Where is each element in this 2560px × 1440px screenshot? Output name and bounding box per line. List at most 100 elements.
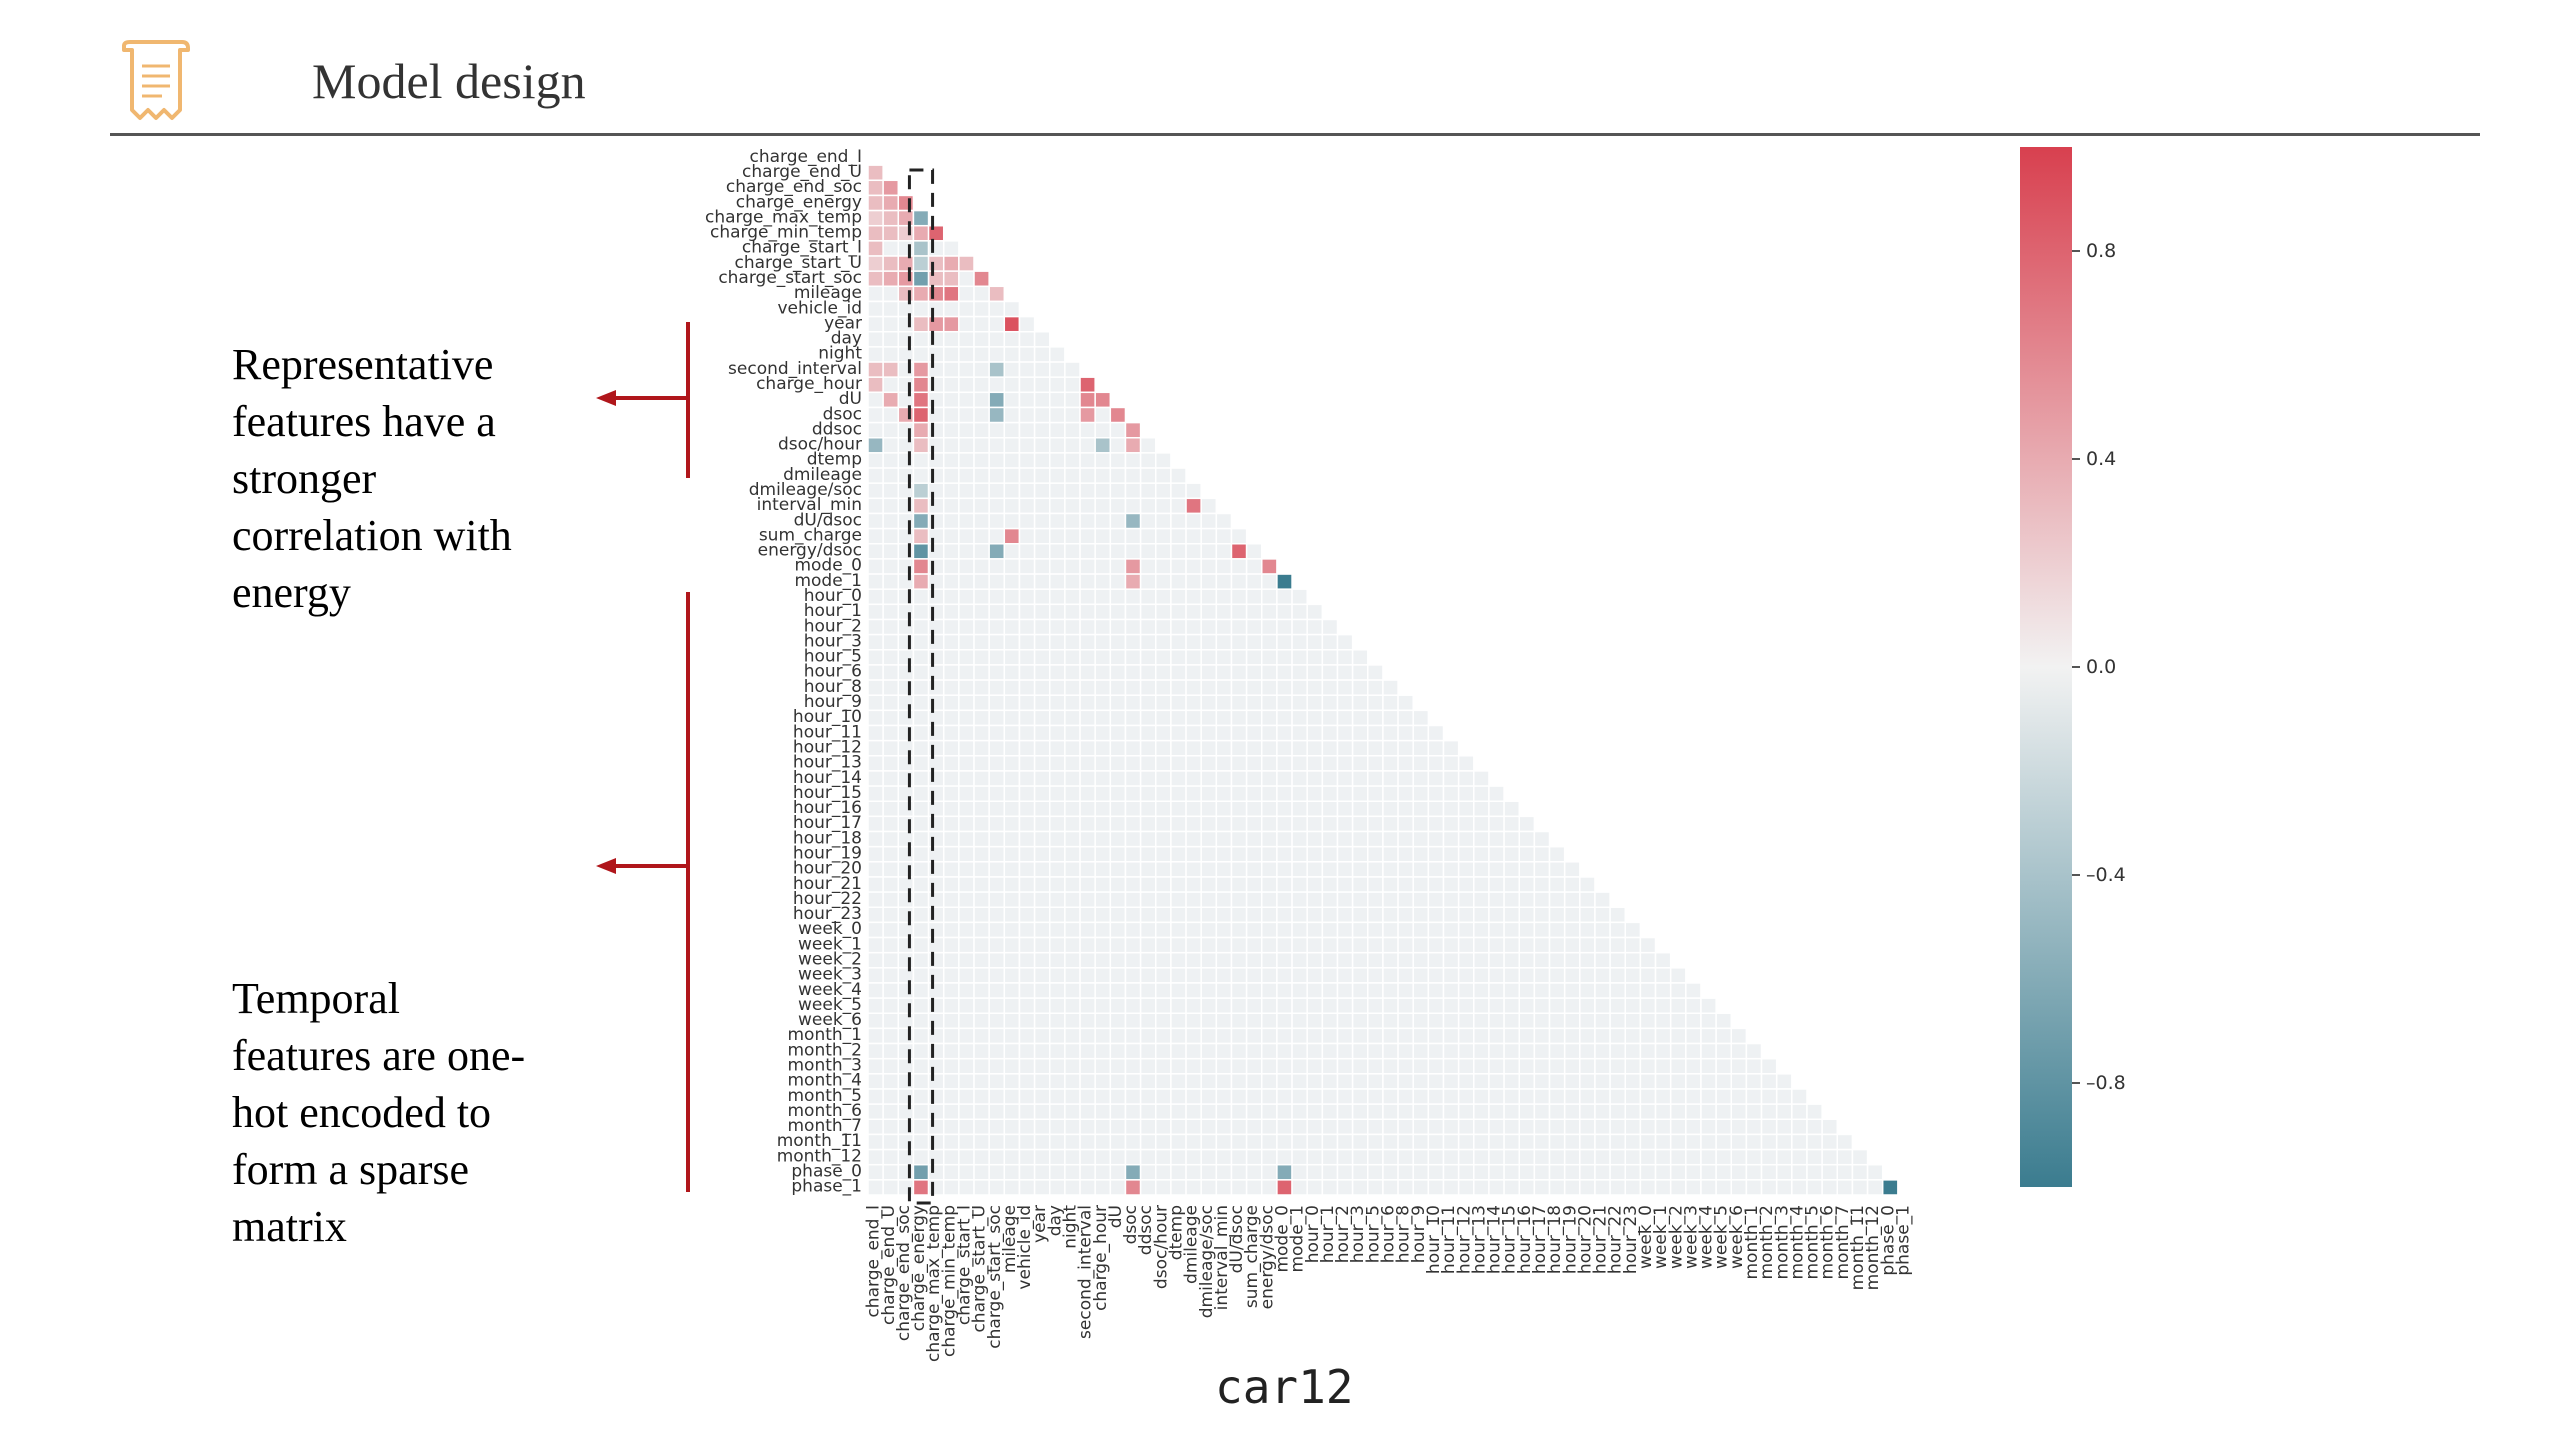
heatmap-cell — [1624, 951, 1642, 969]
heatmap-cell — [1261, 997, 1278, 1015]
y-tick-label: hour_19 — [793, 843, 862, 863]
heatmap-cell — [1003, 1057, 1021, 1075]
heatmap-cell — [1094, 845, 1112, 863]
heatmap-cell — [1139, 1118, 1157, 1136]
heatmap-cell — [1064, 951, 1081, 969]
heatmap-cell — [897, 967, 915, 984]
heatmap-cell — [1079, 906, 1096, 924]
heatmap-cell — [1003, 876, 1021, 893]
heatmap-cell — [1594, 1057, 1611, 1075]
heatmap-cell — [882, 421, 900, 439]
heatmap-cell — [897, 452, 915, 469]
heatmap-cell — [1276, 891, 1293, 908]
heatmap-cell — [958, 512, 975, 530]
heatmap-cell — [1563, 1027, 1581, 1045]
heatmap-cell — [1230, 543, 1248, 560]
heatmap-cell — [1442, 1073, 1460, 1090]
x-tick-label: charge_start_I — [954, 1205, 974, 1325]
heatmap-cell — [988, 1012, 1006, 1030]
heatmap-cell — [1412, 1012, 1430, 1030]
heatmap-cell — [1033, 861, 1051, 878]
heatmap-cell — [1018, 1118, 1036, 1136]
heatmap-cell — [1488, 1118, 1505, 1136]
heatmap-cell — [927, 1148, 945, 1166]
heatmap-cell — [897, 1073, 915, 1090]
heatmap-cell — [897, 845, 915, 863]
heatmap-cell — [897, 1163, 915, 1181]
heatmap-cell — [1200, 815, 1218, 833]
heatmap-cell — [958, 315, 975, 333]
heatmap-cell — [867, 739, 884, 757]
heatmap-cell — [958, 1027, 975, 1045]
heatmap-cell — [1155, 1163, 1172, 1181]
heatmap-cell — [927, 285, 945, 303]
heatmap-cell — [1048, 785, 1066, 802]
heatmap-cell — [897, 830, 915, 848]
heatmap-cell — [912, 361, 930, 378]
heatmap-cell — [1336, 1148, 1354, 1166]
heatmap-cell — [1185, 1042, 1202, 1060]
heatmap-cell — [1230, 906, 1248, 924]
heatmap-cell — [1518, 1057, 1536, 1075]
heatmap-cell — [1215, 755, 1233, 772]
heatmap-cell — [1048, 906, 1066, 924]
heatmap-cell — [1261, 1179, 1278, 1196]
heatmap-cell — [1048, 891, 1066, 908]
heatmap-cell — [882, 285, 900, 303]
heatmap-cell — [1079, 861, 1096, 878]
heatmap-cell — [1427, 1027, 1445, 1045]
heatmap-cell — [1018, 527, 1036, 545]
heatmap-cell — [1245, 861, 1263, 878]
heatmap-cell — [1412, 1103, 1430, 1121]
heatmap-cell — [1427, 1088, 1445, 1105]
heatmap-cell — [1533, 1133, 1551, 1151]
heatmap-cell — [942, 876, 960, 893]
heatmap-cell — [1457, 770, 1475, 787]
heatmap-cell — [1306, 664, 1324, 681]
heatmap-cell — [1745, 1179, 1763, 1196]
heatmap-cell — [1170, 815, 1187, 833]
heatmap-cell — [912, 1012, 930, 1030]
heatmap-cell — [1533, 1088, 1551, 1105]
heatmap-cell — [1200, 709, 1218, 727]
heatmap-cell — [1685, 1012, 1702, 1030]
heatmap-cell — [1170, 694, 1187, 712]
heatmap-cell — [1215, 679, 1233, 696]
heatmap-cell — [1351, 1012, 1369, 1030]
heatmap-cell — [1109, 588, 1127, 606]
heatmap-cell — [973, 497, 990, 515]
heatmap-cell — [1018, 437, 1036, 454]
heatmap-cell — [988, 421, 1006, 439]
heatmap-cell — [1412, 770, 1430, 787]
heatmap-cell — [1003, 346, 1021, 363]
heatmap-cell — [1064, 467, 1081, 484]
heatmap-cell — [1185, 724, 1202, 742]
heatmap-cell — [867, 1073, 884, 1090]
heatmap-cell — [1155, 467, 1172, 484]
heatmap-cell — [1276, 1042, 1293, 1060]
heatmap-cell — [897, 1133, 915, 1151]
heatmap-cell — [1215, 1057, 1233, 1075]
heatmap-cell — [897, 1088, 915, 1105]
heatmap-cell — [1730, 1057, 1748, 1075]
heatmap-cell — [988, 709, 1006, 727]
heatmap-cell — [1064, 845, 1081, 863]
heatmap-cell — [912, 406, 930, 424]
heatmap-cell — [1624, 1163, 1642, 1181]
heatmap-cell — [1033, 1163, 1051, 1181]
heatmap-cell — [927, 603, 945, 621]
heatmap-cell — [1594, 1179, 1611, 1196]
heatmap-cell — [1215, 1012, 1233, 1030]
heatmap-cell — [1094, 1042, 1112, 1060]
y-tick-label: sum_charge — [759, 525, 862, 545]
heatmap-cell — [958, 1148, 975, 1166]
heatmap-cell — [912, 1148, 930, 1166]
heatmap-cell — [1215, 543, 1233, 560]
heatmap-cell — [1412, 951, 1430, 969]
heatmap-cell — [927, 891, 945, 908]
heatmap-cell — [1533, 1057, 1551, 1075]
heatmap-cell — [1594, 1073, 1611, 1090]
heatmap-cell — [1745, 1133, 1763, 1151]
heatmap-cell — [1745, 1042, 1763, 1060]
